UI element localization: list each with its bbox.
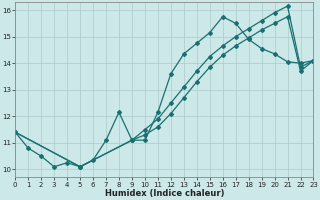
X-axis label: Humidex (Indice chaleur): Humidex (Indice chaleur): [105, 189, 224, 198]
